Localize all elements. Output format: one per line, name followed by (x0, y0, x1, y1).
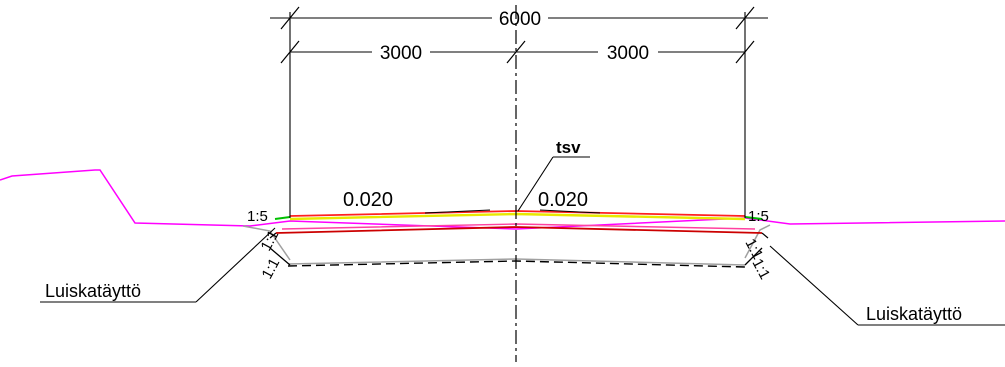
dimension-right-half-label: 3000 (607, 43, 649, 64)
left-side-slope-label: 1:5 (247, 208, 268, 225)
left-fill-outline (242, 225, 291, 261)
left-cross-fall-label: 0.020 (343, 189, 393, 211)
dimension-tick-total-left (280, 6, 300, 30)
subgrade-side-right (761, 232, 769, 239)
right-fill-outline (744, 224, 771, 259)
right-cross-fall-label: 0.020 (538, 189, 588, 211)
centerline-layer-leader (517, 156, 554, 212)
right-shoulder-line (744, 216, 763, 220)
left-cross-fall-arrow (424, 209, 491, 214)
right-cross-fall-arrow (539, 209, 601, 214)
left-fill-leader-diagonal (195, 227, 276, 303)
centerline-layer-label: tsv (556, 138, 581, 157)
formation-end-left (269, 247, 291, 266)
right-side-slope-label: 1:5 (748, 208, 769, 225)
left-fill-label: Luiskatäyttö (45, 281, 141, 301)
dimension-total-label: 6000 (499, 9, 541, 30)
dimension-tick-right-half (735, 40, 755, 64)
left-shoulder-line (274, 216, 291, 220)
left-fill-slope-lower-label: 1:1 (259, 255, 284, 281)
formation-end-right (744, 247, 763, 266)
right-fill-label: Luiskatäyttö (866, 304, 962, 324)
dimension-tick-left-half (280, 40, 300, 64)
dimension-left-half-label: 3000 (380, 43, 422, 64)
dimension-tick-center (506, 40, 526, 64)
right-fill-leader-diagonal (769, 245, 859, 326)
subgrade-side-left (269, 232, 277, 239)
existing-ground-line (0, 169, 1005, 230)
dimension-tick-total-right (735, 6, 755, 30)
subgrade-line (275, 226, 763, 234)
